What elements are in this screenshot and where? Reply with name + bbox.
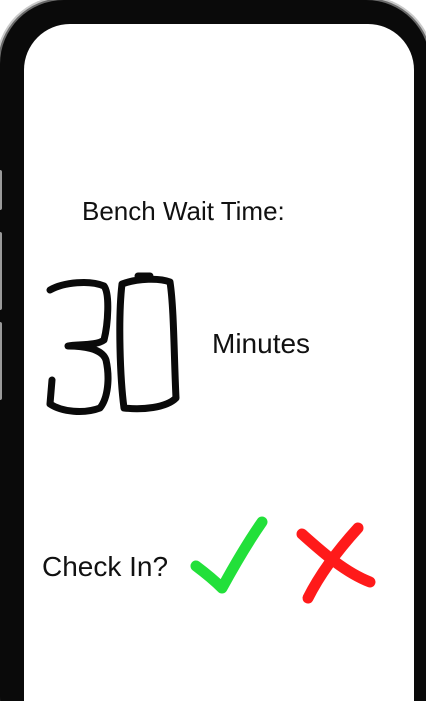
check-in-reject-button[interactable]: [294, 520, 378, 606]
phone-side-button: [0, 322, 2, 400]
digit-3-stroke: [46, 279, 112, 415]
wait-time-unit: Minutes: [212, 328, 311, 359]
check-in-prompt: Check In?: [42, 551, 169, 582]
handwritten-digits-30: [46, 272, 180, 415]
phone-side-button: [0, 232, 2, 310]
x-icon: [296, 522, 376, 604]
wait-time-title: Bench Wait Time:: [82, 196, 285, 226]
checkmark-icon: [190, 516, 268, 594]
check-in-accept-button[interactable]: [188, 510, 272, 600]
digit-0-stroke: [116, 272, 180, 413]
phone-side-button: [0, 170, 2, 210]
wait-time-value: 30: [38, 268, 188, 420]
